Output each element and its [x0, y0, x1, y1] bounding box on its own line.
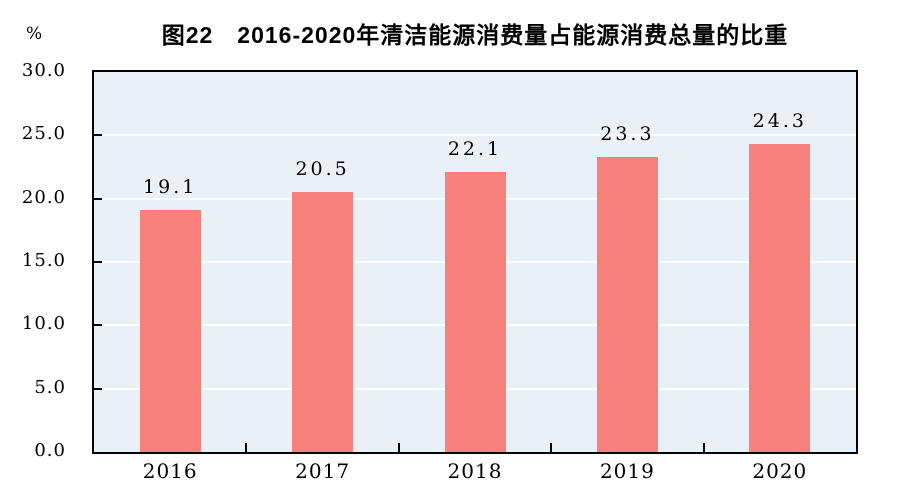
- bar-value-label-2019: 23.3: [600, 122, 655, 145]
- plot-area: [92, 70, 858, 454]
- y-axis-label-20.0: 20.0: [21, 186, 66, 208]
- y-tick-10: [94, 324, 102, 327]
- x-axis-label-2019: 2019: [599, 459, 655, 483]
- y-axis-label-0.0: 0.0: [34, 440, 66, 461]
- bar-value-label-2020: 24.3: [752, 110, 807, 133]
- y-tick-5: [94, 387, 102, 390]
- gridline-25: [94, 134, 856, 137]
- x-tick-boundary-4: [702, 443, 705, 452]
- y-axis-label-25.0: 25.0: [21, 123, 66, 145]
- y-tick-25: [94, 134, 102, 137]
- x-axis-label-2016: 2016: [142, 459, 198, 483]
- bar-2018: [444, 172, 506, 452]
- y-tick-20: [94, 197, 102, 200]
- bar-2020: [749, 144, 811, 452]
- bar-value-label-2016: 19.1: [143, 176, 198, 199]
- bar-value-label-2018: 22.1: [447, 138, 503, 161]
- bar-2019: [596, 156, 658, 452]
- x-axis-label-2017: 2017: [295, 459, 351, 483]
- bar-2017: [292, 192, 354, 452]
- y-axis-label-10.0: 10.0: [21, 313, 66, 335]
- chart-title: 图22 2016-2020年清洁能源消费量占能源消费总量的比重: [161, 22, 789, 48]
- x-tick-boundary-2: [397, 443, 400, 452]
- bar-value-label-2017: 20.5: [295, 158, 350, 181]
- y-axis-unit-label: %: [26, 24, 43, 44]
- x-tick-boundary-1: [245, 443, 248, 452]
- x-tick-boundary-3: [550, 443, 553, 452]
- y-tick-15: [94, 261, 102, 263]
- y-axis-label-15.0: 15.0: [21, 250, 66, 271]
- x-axis-label-2020: 2020: [752, 459, 808, 483]
- y-axis-label-5.0: 5.0: [34, 376, 66, 398]
- x-axis-label-2018: 2018: [447, 459, 503, 483]
- bar-2016: [139, 210, 201, 452]
- y-axis-label-30.0: 30.0: [21, 60, 66, 81]
